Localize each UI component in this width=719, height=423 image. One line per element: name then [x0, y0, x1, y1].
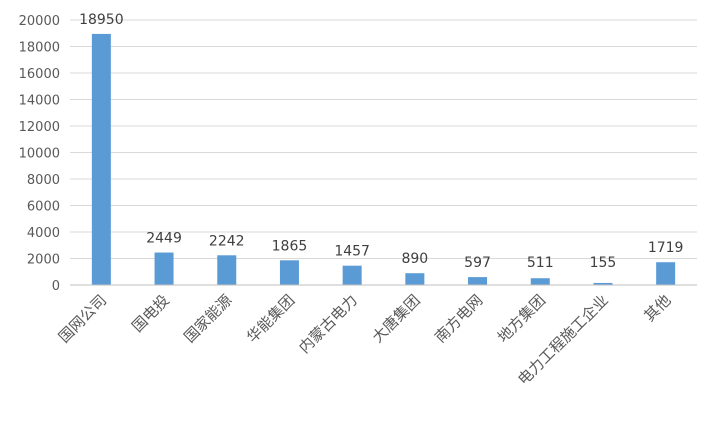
x-category-label: 其他 [641, 291, 675, 325]
y-tick-label: 10000 [19, 147, 60, 162]
data-label: 2449 [146, 231, 182, 247]
x-category-label: 国网公司 [55, 291, 110, 346]
x-category-label: 地方集团 [494, 291, 549, 346]
y-tick-label: 6000 [27, 200, 60, 215]
y-axis-ticks: 0 2000 4000 6000 8000 10000 12000 14000 16000 180… [19, 14, 60, 294]
bar [593, 282, 613, 285]
y-tick-label: 8000 [27, 173, 60, 188]
y-tick-label: 20000 [19, 14, 60, 29]
gridlines [70, 19, 697, 286]
data-label: 511 [527, 255, 554, 271]
bar [468, 277, 488, 285]
x-category-label: 内蒙古电力 [295, 291, 361, 357]
bar [279, 260, 299, 285]
data-label: 2242 [209, 233, 245, 249]
data-label: 890 [401, 251, 428, 267]
y-tick-label: 16000 [19, 67, 60, 82]
data-label: 1719 [648, 240, 684, 256]
bar [405, 273, 425, 285]
data-label: 1457 [334, 244, 370, 260]
x-category-label: 华能集团 [243, 291, 298, 346]
x-category-label: 南方电网 [431, 291, 486, 346]
y-tick-label: 0 [52, 279, 60, 294]
data-label: 18950 [79, 12, 124, 28]
y-tick-label: 4000 [27, 226, 60, 241]
x-category-label: 国家能源 [180, 291, 235, 346]
data-label: 1865 [272, 238, 308, 254]
bar [342, 265, 362, 285]
data-labels: 18950 2449 2242 1865 1457 890 597 511 155 1719 [79, 12, 683, 271]
bar [154, 252, 174, 285]
y-tick-label: 14000 [19, 94, 60, 109]
x-category-label: 大唐集团 [369, 291, 424, 346]
bar [91, 33, 111, 285]
x-category-label: 国电投 [128, 291, 173, 336]
bar [530, 278, 550, 285]
bars [70, 33, 697, 286]
data-label: 155 [590, 255, 617, 271]
data-label: 597 [464, 255, 491, 271]
y-tick-label: 18000 [19, 41, 60, 56]
y-tick-label: 2000 [27, 253, 60, 268]
bar [217, 255, 237, 285]
bar [656, 262, 676, 285]
y-tick-label: 12000 [19, 120, 60, 135]
